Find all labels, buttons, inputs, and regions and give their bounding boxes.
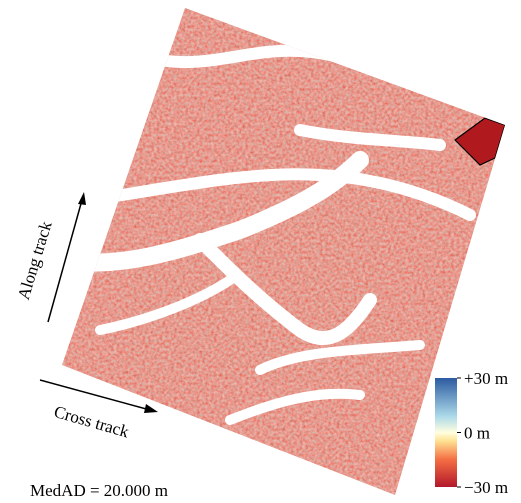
elevation-difference-map: [62, 8, 505, 495]
cross-track-arrow: [39, 379, 158, 413]
cross-track-label: Cross track: [52, 402, 132, 442]
along-track-arrow: [47, 192, 86, 323]
colorbar: [435, 378, 457, 487]
colorbar-tick-label: +30 m: [464, 369, 508, 388]
statistic-label: MedAD = 20.000 m: [30, 481, 168, 500]
colorbar-tick-label: 0 m: [464, 424, 490, 443]
colorbar-tick-label: −30 m: [464, 478, 508, 497]
along-track-label: Along track: [14, 219, 56, 302]
